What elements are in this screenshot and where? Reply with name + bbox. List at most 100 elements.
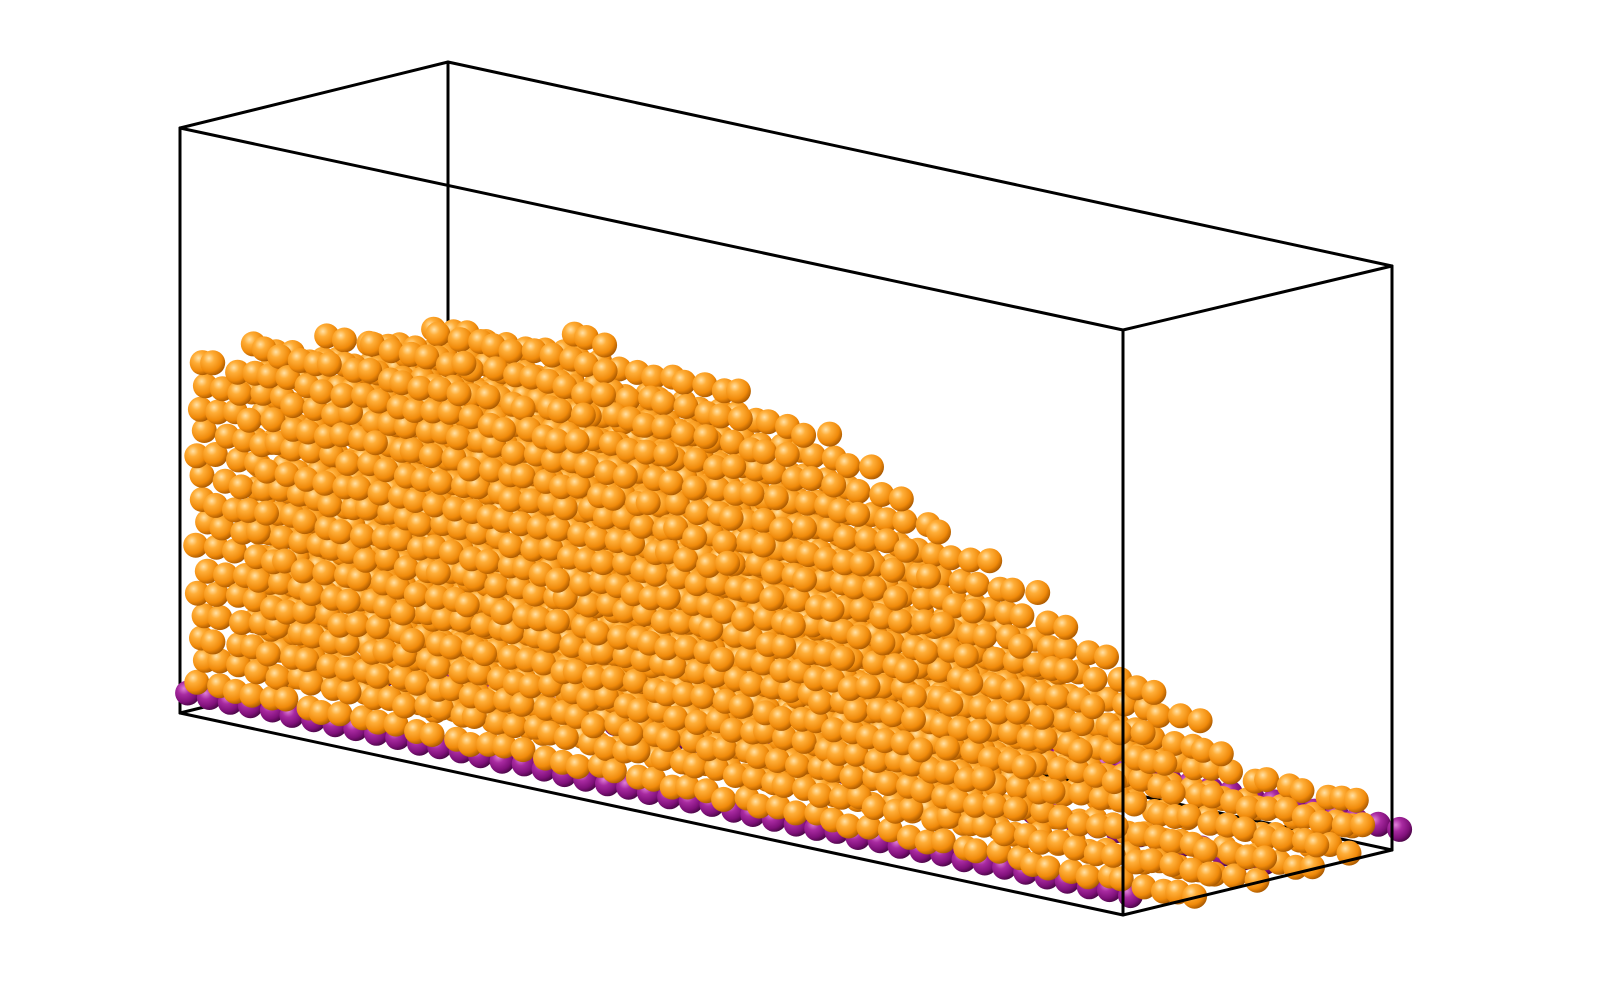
granular-particle (544, 428, 570, 454)
granular-particle (274, 461, 300, 487)
granular-particle (934, 759, 960, 785)
granular-particle (1100, 842, 1126, 868)
granular-particle (985, 699, 1011, 725)
granular-particle (808, 689, 833, 715)
granular-particle (538, 535, 564, 561)
granular-particle (1107, 720, 1133, 746)
granular-particle (574, 453, 600, 479)
granular-particle (1011, 754, 1037, 780)
granular-particle (1308, 809, 1334, 835)
granular-particle (861, 795, 887, 820)
granular-particle (908, 737, 934, 763)
granular-particle (728, 693, 754, 719)
granular-particle (1085, 813, 1111, 839)
granular-particle (953, 643, 979, 669)
granular-particle (869, 482, 895, 507)
granular-particle (883, 585, 908, 611)
granular-particle (727, 406, 753, 432)
granular-particle (312, 560, 338, 586)
granular-particle (862, 650, 888, 676)
granular-particle (472, 641, 498, 667)
granular-particle (501, 440, 527, 466)
granular-particle (712, 530, 738, 556)
granular-particle (585, 620, 610, 646)
granular-particle (1253, 825, 1279, 851)
granular-particle (402, 397, 428, 423)
granular-particle (387, 526, 413, 552)
granular-particle (785, 587, 811, 613)
granular-particle (458, 404, 484, 430)
granular-particle (547, 398, 573, 424)
granular-particle (739, 481, 765, 507)
granular-particle (268, 569, 293, 595)
granular-particle (600, 485, 626, 511)
granular-particle (963, 838, 989, 864)
granular-particle (510, 463, 536, 489)
granular-particle (581, 665, 607, 691)
granular-particle (845, 478, 871, 504)
granular-particle (592, 332, 618, 358)
granular-particle (200, 629, 226, 655)
granular-particle (751, 439, 777, 465)
granular-particle (265, 665, 291, 690)
granular-particle (1199, 783, 1225, 809)
granular-particle (1005, 774, 1031, 800)
granular-particle (184, 443, 210, 469)
granular-particle (1009, 603, 1035, 629)
granular-particle (570, 402, 596, 428)
granular-particle (972, 623, 998, 649)
granular-particle (349, 523, 375, 549)
granular-particle (845, 501, 871, 527)
granular-particle (552, 495, 578, 521)
granular-particle (1108, 866, 1134, 892)
granular-particle (299, 581, 325, 606)
granular-particle (791, 422, 817, 448)
granular-particle (425, 321, 451, 347)
granular-particle (1035, 855, 1061, 881)
granular-particle (1161, 731, 1187, 756)
granular-particle (1231, 816, 1257, 842)
granular-particle (893, 537, 919, 563)
granular-particle (926, 519, 951, 545)
granular-particle (531, 650, 556, 676)
granular-particle (601, 758, 627, 784)
granular-particle (769, 516, 795, 542)
granular-particle (553, 725, 579, 750)
granular-particle (901, 706, 926, 732)
granular-particle (1255, 796, 1281, 822)
granular-particle (239, 682, 265, 708)
granular-particle (651, 414, 677, 440)
granular-particle (780, 613, 806, 639)
granular-particle (353, 547, 379, 573)
granular-particle (329, 422, 355, 448)
granular-particle (1032, 726, 1058, 752)
granular-particle (202, 442, 228, 467)
granular-particle (821, 472, 847, 498)
granular-particle (1080, 694, 1106, 720)
granular-particle (403, 582, 429, 608)
granular-particle (475, 384, 501, 410)
granular-particle (545, 516, 571, 542)
granular-particle (576, 592, 602, 618)
granular-particle (290, 558, 316, 584)
granular-particle (880, 702, 905, 728)
granular-particle (592, 504, 618, 530)
granular-particle (846, 624, 872, 650)
granular-particle (673, 394, 699, 419)
granular-particle (399, 628, 425, 653)
granular-particle (874, 507, 899, 533)
granular-particle (600, 665, 626, 691)
granular-particle (971, 812, 997, 838)
box-edge (178, 60, 450, 130)
granular-particle (632, 412, 658, 438)
granular-particle (615, 437, 641, 463)
granular-particle (269, 525, 295, 551)
granular-particle (791, 728, 817, 754)
granular-particle (584, 525, 610, 551)
granular-particle (839, 764, 865, 790)
granular-particle (425, 654, 451, 680)
granular-particle (564, 428, 590, 454)
granular-particle (658, 470, 684, 496)
granular-particle (663, 705, 689, 731)
